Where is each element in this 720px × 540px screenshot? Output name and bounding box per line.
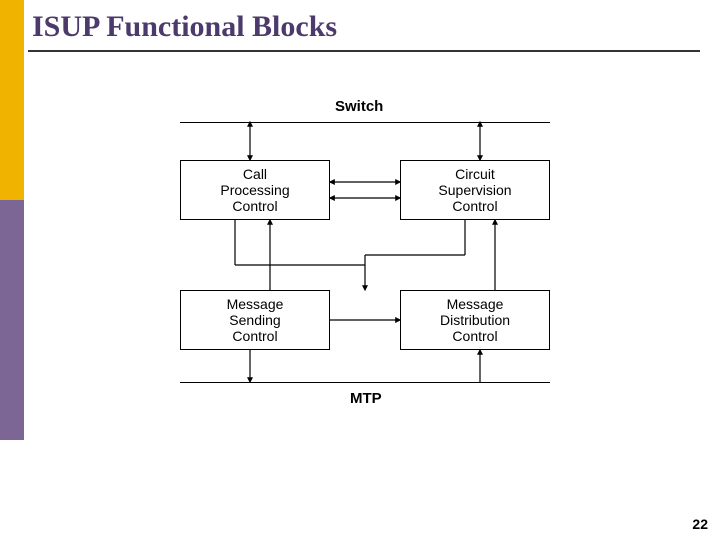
node-csc-label: CircuitSupervisionControl [438,166,511,214]
slide-title: ISUP Functional Blocks [32,10,337,44]
bottom-bar [180,382,550,383]
title-underline [28,50,700,52]
node-mdc: MessageDistributionControl [400,290,550,350]
node-cpc: CallProcessingControl [180,160,330,220]
page-number: 22 [692,516,708,532]
node-msc: MessageSendingControl [180,290,330,350]
node-msc-label: MessageSendingControl [227,296,284,344]
sidebar-gold [0,0,24,200]
top-bar [180,122,550,123]
isup-diagram: Switch MTP CallProcessingControlCircuitS… [140,90,580,430]
node-cpc-label: CallProcessingControl [220,166,289,214]
sidebar-purple [0,200,24,440]
diagram-edges [140,90,580,430]
node-csc: CircuitSupervisionControl [400,160,550,220]
node-mdc-label: MessageDistributionControl [440,296,510,344]
